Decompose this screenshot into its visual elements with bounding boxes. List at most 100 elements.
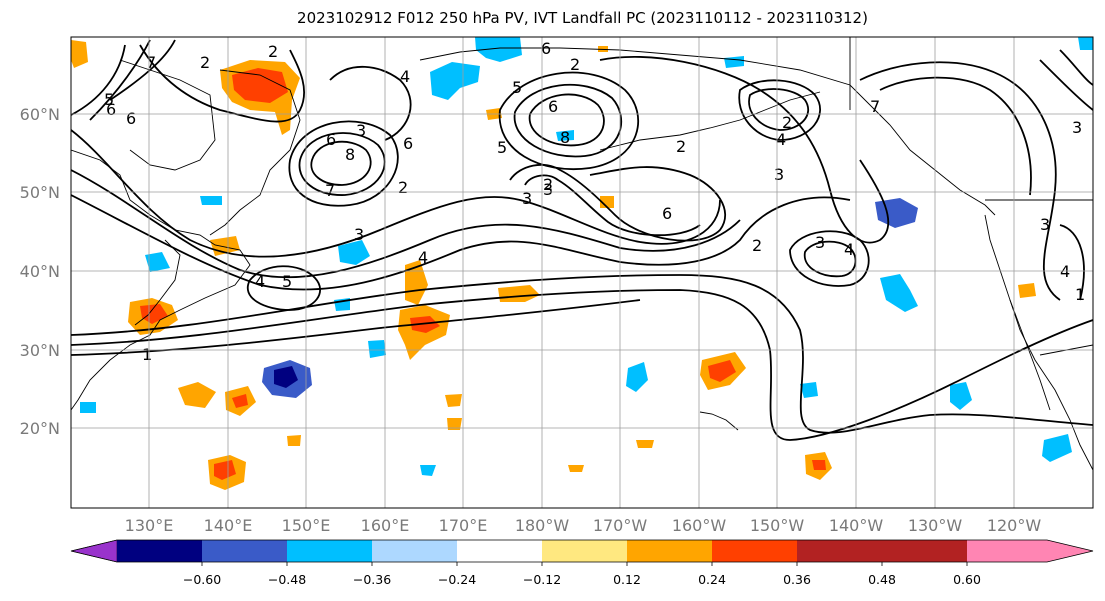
pv-positive-region — [287, 435, 301, 446]
contour-line — [71, 289, 1093, 441]
contour-label: 7 — [870, 97, 880, 116]
pv-shading — [71, 37, 1093, 490]
contour-label: 3 — [1072, 118, 1082, 137]
colorbar-label: −0.12 — [523, 572, 561, 587]
lon-label: 170°W — [593, 516, 648, 535]
lon-label: 140°W — [829, 516, 884, 535]
contour-label: 5 — [282, 272, 292, 291]
pv-positive-region — [447, 418, 462, 430]
contour-line — [599, 55, 890, 244]
contour-line — [748, 88, 810, 131]
lon-label: 120°W — [987, 516, 1042, 535]
lon-label: 140°E — [204, 516, 253, 535]
contour-label: 5 — [104, 90, 114, 109]
colorbar-segment — [712, 540, 797, 562]
pv-negative-core — [274, 366, 298, 388]
pv-negative-region — [1042, 434, 1072, 462]
lat-label: 20°N — [20, 419, 60, 438]
pv-negative-region — [475, 37, 522, 62]
contour-label: 4 — [400, 67, 410, 86]
lon-label: 160°E — [361, 516, 410, 535]
contour-line — [789, 230, 870, 287]
pv-negative-region — [420, 465, 436, 476]
colorbar-segment — [372, 540, 457, 562]
contour-line — [89, 39, 151, 121]
coastline-asia — [71, 149, 251, 411]
lon-label: 180°W — [515, 516, 570, 535]
coastline-kamchatka — [209, 69, 301, 236]
border-canada-us — [849, 37, 1093, 201]
lon-label: 150°W — [750, 516, 805, 535]
contour-label: 8 — [560, 128, 570, 147]
pv-negative-region — [430, 62, 480, 100]
contour-label: 1 — [142, 345, 152, 364]
pv-positive-core — [812, 460, 826, 470]
contour-label: 3 — [354, 225, 364, 244]
pv-negative-region — [556, 130, 574, 141]
contour-line — [71, 274, 1093, 434]
pv-positive-region — [178, 382, 216, 408]
lon-label: 130°E — [125, 516, 174, 535]
pv-negative-region — [338, 240, 370, 265]
contour-line — [738, 79, 821, 141]
pv-negative-region — [1078, 37, 1093, 50]
coastline-namerica — [984, 214, 1093, 471]
latitude-labels: 60°N 50°N 40°N 30°N 20°N — [20, 105, 60, 438]
contour-label: 6 — [548, 97, 558, 116]
contour-label: 2 — [200, 53, 210, 72]
pv-negative-region — [368, 340, 386, 358]
colorbar-segment — [797, 540, 882, 562]
colorbar-label: −0.36 — [353, 572, 391, 587]
pv-negative-region — [200, 196, 222, 205]
colorbar-outline — [70, 539, 1094, 563]
contour-label: 6 — [541, 39, 551, 58]
contour-label: 1 — [1075, 285, 1085, 304]
pv-negative-region — [950, 382, 972, 410]
pv-positive-region — [600, 196, 614, 208]
colorbar-segment — [882, 540, 967, 562]
contour-label: 7 — [325, 181, 335, 200]
pv-positive-core — [232, 394, 248, 408]
colorbar-label: 0.12 — [613, 572, 641, 587]
longitude-labels: 130°E 140°E 150°E 160°E 170°E 180°W 170°… — [125, 516, 1042, 535]
pv-positive-core — [708, 360, 736, 382]
contour-line — [509, 163, 726, 242]
contour-line — [247, 265, 321, 311]
pv-negative-region — [626, 362, 648, 392]
colorbar-label: −0.60 — [183, 572, 221, 587]
contour-label: 4 — [844, 240, 854, 259]
contour-line — [329, 65, 412, 141]
colorbar-label: 0.24 — [698, 572, 726, 587]
contour-line — [1059, 49, 1093, 86]
contour-label: 2 — [676, 137, 686, 156]
map-title: 2023102912 F012 250 hPa PV, IVT Landfall… — [297, 9, 868, 27]
coastline-japan — [134, 239, 181, 326]
contour-line — [879, 76, 1032, 196]
lon-label: 160°W — [672, 516, 727, 535]
contour-label: 3 — [774, 165, 784, 184]
contour-line — [71, 44, 126, 116]
lon-label: 170°E — [439, 516, 488, 535]
contour-label: 4 — [1060, 262, 1070, 281]
pv-negative-region — [80, 402, 96, 413]
pv-positive-region — [568, 465, 584, 472]
contour-labels: 7 2 6 5 6 8 3 2 6 5 7 2 8 6 5 2 3 6 2 1 … — [104, 39, 1085, 364]
pv-positive-core — [410, 316, 440, 333]
pv-positive-region — [71, 40, 88, 68]
map-content: 7 2 6 5 6 8 3 2 6 5 7 2 8 6 5 2 3 6 2 1 … — [71, 37, 1093, 508]
colorbar: −0.60 −0.48 −0.36 −0.24 −0.12 0.12 0.24 … — [70, 539, 1094, 587]
lat-label: 40°N — [20, 262, 60, 281]
contour-line — [859, 61, 1061, 301]
lat-label: 60°N — [20, 105, 60, 124]
contour-line — [310, 140, 372, 186]
pv-negative-region — [145, 252, 170, 272]
colorbar-ticks — [201, 562, 968, 566]
contour-label: 3 — [522, 189, 532, 208]
lon-label: 150°E — [282, 516, 331, 535]
pv-positive-core — [232, 68, 288, 103]
pv-positive-core — [214, 460, 236, 480]
contour-line — [498, 71, 640, 170]
contour-label: 6 — [662, 204, 672, 223]
colorbar-label: 0.48 — [868, 572, 896, 587]
